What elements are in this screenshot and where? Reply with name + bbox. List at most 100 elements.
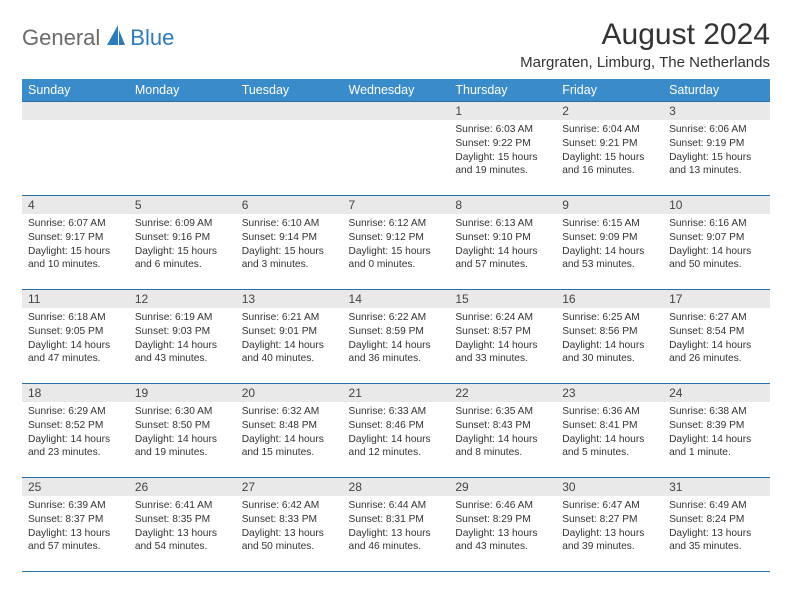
daylight-text: Daylight: 13 hours and 46 minutes. (349, 527, 444, 555)
day-number (129, 102, 236, 120)
calendar-day-cell: 14Sunrise: 6:22 AMSunset: 8:59 PMDayligh… (343, 290, 450, 384)
daylight-text: Daylight: 14 hours and 19 minutes. (135, 433, 230, 461)
sunset-text: Sunset: 8:56 PM (562, 325, 657, 339)
day-details: Sunrise: 6:22 AMSunset: 8:59 PMDaylight:… (343, 308, 450, 370)
day-number: 16 (556, 290, 663, 308)
calendar-week-row: 4Sunrise: 6:07 AMSunset: 9:17 PMDaylight… (22, 196, 770, 290)
day-number: 3 (663, 102, 770, 120)
weekday-header: Sunday (22, 79, 129, 102)
month-title: August 2024 (520, 18, 770, 52)
calendar-day-cell: 12Sunrise: 6:19 AMSunset: 9:03 PMDayligh… (129, 290, 236, 384)
calendar-day-cell (343, 102, 450, 196)
sunset-text: Sunset: 9:03 PM (135, 325, 230, 339)
sunrise-text: Sunrise: 6:29 AM (28, 405, 123, 419)
sunrise-text: Sunrise: 6:35 AM (455, 405, 550, 419)
sunrise-text: Sunrise: 6:42 AM (242, 499, 337, 513)
daylight-text: Daylight: 14 hours and 43 minutes. (135, 339, 230, 367)
calendar-day-cell: 5Sunrise: 6:09 AMSunset: 9:16 PMDaylight… (129, 196, 236, 290)
sunrise-text: Sunrise: 6:25 AM (562, 311, 657, 325)
daylight-text: Daylight: 14 hours and 1 minute. (669, 433, 764, 461)
sunrise-text: Sunrise: 6:21 AM (242, 311, 337, 325)
sunset-text: Sunset: 9:05 PM (28, 325, 123, 339)
sunset-text: Sunset: 8:33 PM (242, 513, 337, 527)
day-details: Sunrise: 6:25 AMSunset: 8:56 PMDaylight:… (556, 308, 663, 370)
daylight-text: Daylight: 14 hours and 8 minutes. (455, 433, 550, 461)
calendar-day-cell: 4Sunrise: 6:07 AMSunset: 9:17 PMDaylight… (22, 196, 129, 290)
calendar-day-cell: 31Sunrise: 6:49 AMSunset: 8:24 PMDayligh… (663, 478, 770, 572)
calendar-day-cell (22, 102, 129, 196)
sunset-text: Sunset: 8:50 PM (135, 419, 230, 433)
day-details: Sunrise: 6:42 AMSunset: 8:33 PMDaylight:… (236, 496, 343, 558)
day-details: Sunrise: 6:29 AMSunset: 8:52 PMDaylight:… (22, 402, 129, 464)
day-number: 14 (343, 290, 450, 308)
sunrise-text: Sunrise: 6:49 AM (669, 499, 764, 513)
daylight-text: Daylight: 13 hours and 54 minutes. (135, 527, 230, 555)
sunset-text: Sunset: 8:41 PM (562, 419, 657, 433)
daylight-text: Daylight: 13 hours and 35 minutes. (669, 527, 764, 555)
day-number: 10 (663, 196, 770, 214)
daylight-text: Daylight: 13 hours and 43 minutes. (455, 527, 550, 555)
daylight-text: Daylight: 15 hours and 16 minutes. (562, 151, 657, 179)
sunrise-text: Sunrise: 6:33 AM (349, 405, 444, 419)
daylight-text: Daylight: 14 hours and 15 minutes. (242, 433, 337, 461)
sunset-text: Sunset: 9:14 PM (242, 231, 337, 245)
calendar-day-cell: 29Sunrise: 6:46 AMSunset: 8:29 PMDayligh… (449, 478, 556, 572)
sunrise-text: Sunrise: 6:07 AM (28, 217, 123, 231)
sunset-text: Sunset: 9:22 PM (455, 137, 550, 151)
sunrise-text: Sunrise: 6:39 AM (28, 499, 123, 513)
calendar-day-cell: 21Sunrise: 6:33 AMSunset: 8:46 PMDayligh… (343, 384, 450, 478)
sunrise-text: Sunrise: 6:10 AM (242, 217, 337, 231)
sunset-text: Sunset: 8:46 PM (349, 419, 444, 433)
day-details: Sunrise: 6:04 AMSunset: 9:21 PMDaylight:… (556, 120, 663, 182)
day-details: Sunrise: 6:41 AMSunset: 8:35 PMDaylight:… (129, 496, 236, 558)
weekday-header: Monday (129, 79, 236, 102)
day-number (22, 102, 129, 120)
sunrise-text: Sunrise: 6:19 AM (135, 311, 230, 325)
calendar-day-cell: 8Sunrise: 6:13 AMSunset: 9:10 PMDaylight… (449, 196, 556, 290)
sunset-text: Sunset: 8:54 PM (669, 325, 764, 339)
day-number: 11 (22, 290, 129, 308)
sunset-text: Sunset: 9:16 PM (135, 231, 230, 245)
day-number: 19 (129, 384, 236, 402)
calendar-week-row: 1Sunrise: 6:03 AMSunset: 9:22 PMDaylight… (22, 102, 770, 196)
day-details: Sunrise: 6:21 AMSunset: 9:01 PMDaylight:… (236, 308, 343, 370)
sunrise-text: Sunrise: 6:15 AM (562, 217, 657, 231)
daylight-text: Daylight: 15 hours and 10 minutes. (28, 245, 123, 273)
daylight-text: Daylight: 14 hours and 47 minutes. (28, 339, 123, 367)
day-details: Sunrise: 6:49 AMSunset: 8:24 PMDaylight:… (663, 496, 770, 558)
sunrise-text: Sunrise: 6:44 AM (349, 499, 444, 513)
sunset-text: Sunset: 8:48 PM (242, 419, 337, 433)
calendar-day-cell: 22Sunrise: 6:35 AMSunset: 8:43 PMDayligh… (449, 384, 556, 478)
sunset-text: Sunset: 8:35 PM (135, 513, 230, 527)
day-details: Sunrise: 6:47 AMSunset: 8:27 PMDaylight:… (556, 496, 663, 558)
day-number: 4 (22, 196, 129, 214)
sunset-text: Sunset: 8:57 PM (455, 325, 550, 339)
sunset-text: Sunset: 8:29 PM (455, 513, 550, 527)
sunset-text: Sunset: 8:24 PM (669, 513, 764, 527)
sunrise-text: Sunrise: 6:27 AM (669, 311, 764, 325)
calendar-day-cell (129, 102, 236, 196)
calendar-day-cell: 27Sunrise: 6:42 AMSunset: 8:33 PMDayligh… (236, 478, 343, 572)
daylight-text: Daylight: 14 hours and 40 minutes. (242, 339, 337, 367)
sunset-text: Sunset: 9:01 PM (242, 325, 337, 339)
weekday-header: Saturday (663, 79, 770, 102)
sunrise-text: Sunrise: 6:16 AM (669, 217, 764, 231)
day-number: 13 (236, 290, 343, 308)
day-details: Sunrise: 6:32 AMSunset: 8:48 PMDaylight:… (236, 402, 343, 464)
sunrise-text: Sunrise: 6:06 AM (669, 123, 764, 137)
day-number: 21 (343, 384, 450, 402)
sunset-text: Sunset: 9:12 PM (349, 231, 444, 245)
title-block: August 2024 Margraten, Limburg, The Neth… (520, 18, 770, 71)
day-number: 7 (343, 196, 450, 214)
calendar-day-cell: 19Sunrise: 6:30 AMSunset: 8:50 PMDayligh… (129, 384, 236, 478)
day-number: 15 (449, 290, 556, 308)
calendar-day-cell: 3Sunrise: 6:06 AMSunset: 9:19 PMDaylight… (663, 102, 770, 196)
day-details: Sunrise: 6:07 AMSunset: 9:17 PMDaylight:… (22, 214, 129, 276)
day-number: 9 (556, 196, 663, 214)
day-number: 23 (556, 384, 663, 402)
sunset-text: Sunset: 8:37 PM (28, 513, 123, 527)
header: General Blue August 2024 Margraten, Limb… (22, 18, 770, 71)
calendar-day-cell: 25Sunrise: 6:39 AMSunset: 8:37 PMDayligh… (22, 478, 129, 572)
sunset-text: Sunset: 9:21 PM (562, 137, 657, 151)
day-number: 1 (449, 102, 556, 120)
